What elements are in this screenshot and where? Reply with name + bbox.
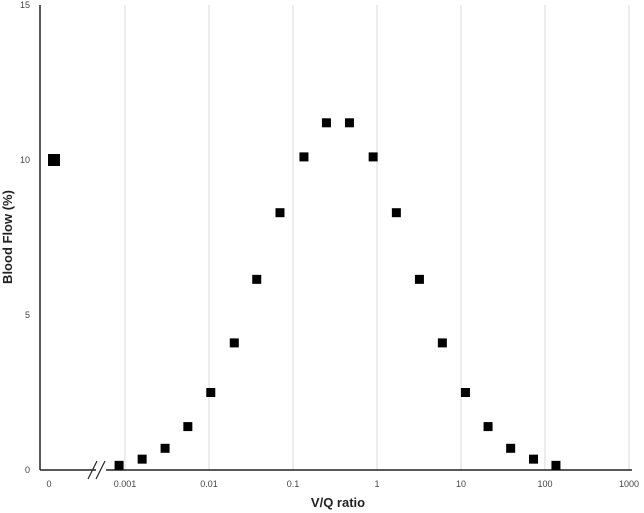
y-tick-label: 0 <box>25 465 30 475</box>
data-point <box>368 152 378 162</box>
x-tick-label: 10 <box>456 479 466 489</box>
data-point <box>414 274 424 284</box>
data-point <box>437 338 447 348</box>
data-point <box>483 422 493 432</box>
data-point <box>183 422 193 432</box>
x-tick-label: 0 <box>46 479 51 489</box>
data-point <box>391 208 401 218</box>
x-tick-label: 0.01 <box>200 479 218 489</box>
data-point <box>344 118 354 128</box>
data-point-zero <box>48 154 60 166</box>
axes <box>39 5 632 480</box>
y-tick-label: 15 <box>20 0 30 10</box>
x-tick-label: 100 <box>537 479 552 489</box>
data-point <box>114 460 124 470</box>
x-axis-title: V/Q ratio <box>311 495 365 510</box>
data-points <box>48 118 561 470</box>
data-point <box>506 443 516 453</box>
data-point <box>529 454 539 464</box>
y-tick-label: 5 <box>25 310 30 320</box>
x-tick-label: 1 <box>374 479 379 489</box>
data-point <box>460 388 470 397</box>
data-point <box>137 454 147 464</box>
tick-labels: 0 0.001 0.01 0.1 1 10 100 1000 0 5 10 15 <box>20 0 639 489</box>
data-point <box>252 274 262 284</box>
data-point <box>321 118 331 128</box>
y-axis-title: Blood Flow (%) <box>0 190 15 284</box>
x-tick-label: 1000 <box>619 479 639 489</box>
data-point <box>206 388 216 397</box>
data-point <box>229 338 239 348</box>
data-point <box>275 208 285 218</box>
grid-lines <box>124 5 630 470</box>
x-tick-label: 0.001 <box>114 479 137 489</box>
y-tick-label: 10 <box>20 155 30 165</box>
data-point <box>160 443 170 453</box>
data-point <box>299 152 309 162</box>
data-point <box>551 460 561 470</box>
axis-break-marker <box>87 460 106 480</box>
x-tick-label: 0.1 <box>287 479 300 489</box>
